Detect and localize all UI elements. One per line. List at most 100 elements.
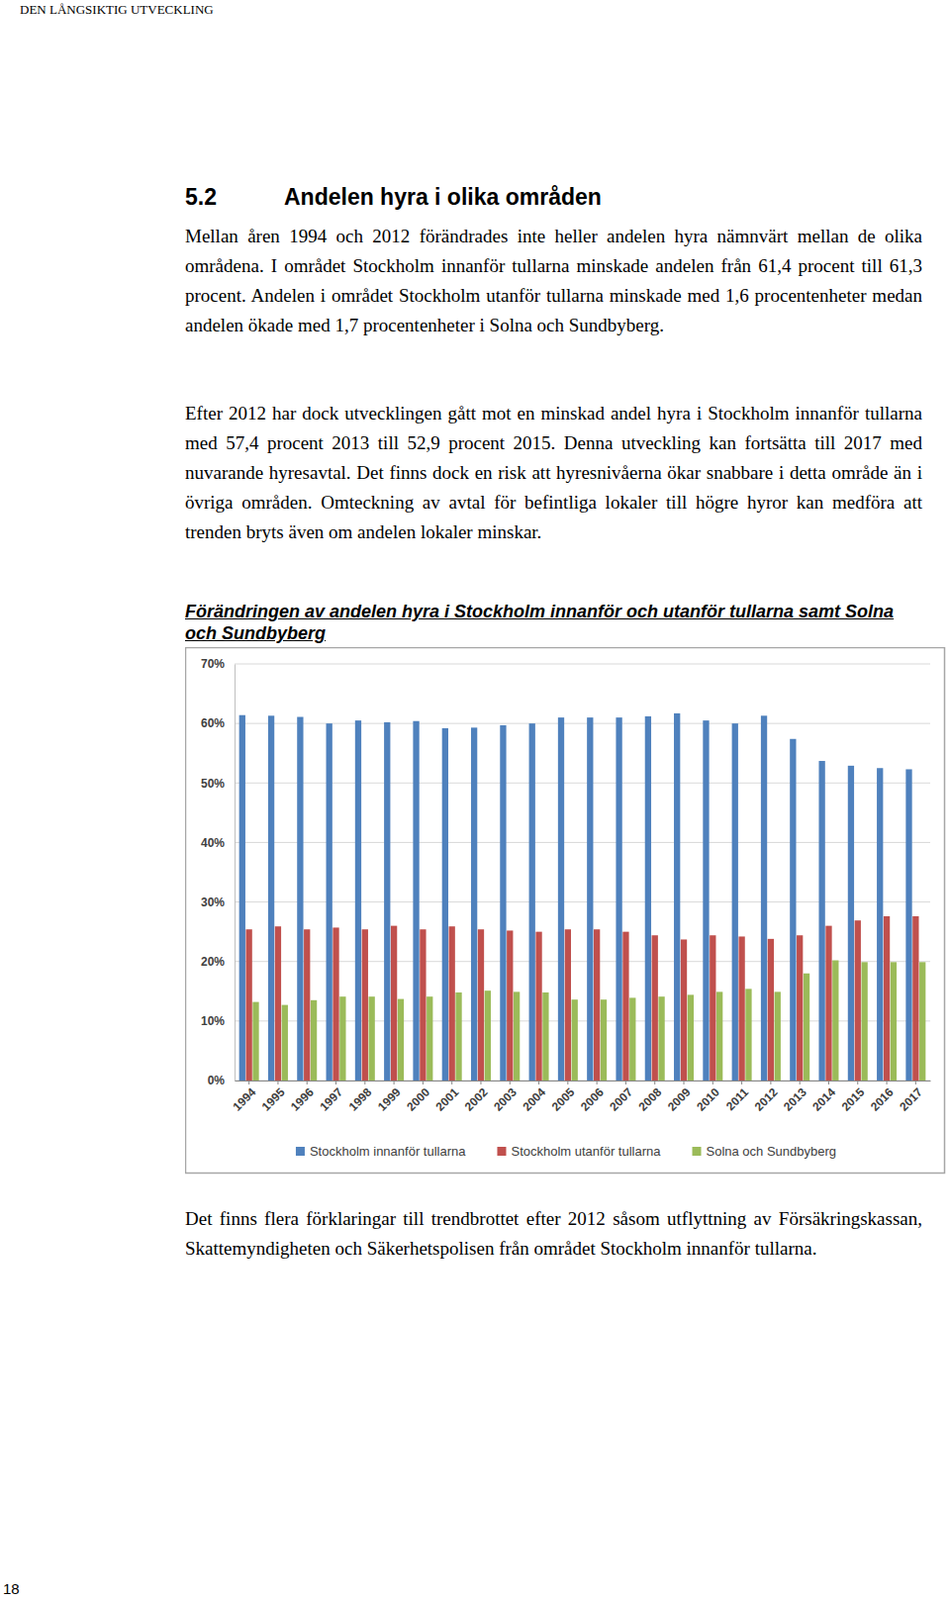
tick-label: 2003 [490,1085,520,1115]
bar [471,727,477,1081]
bar [600,999,607,1081]
tick-mark [567,1080,569,1085]
bar [332,927,339,1081]
bar [825,926,832,1081]
tick-mark [915,1080,917,1085]
tick: 2010 [693,1080,723,1115]
tick-mark [422,1080,424,1085]
bar [390,926,397,1081]
bar [789,739,796,1081]
tick-mark [393,1080,395,1085]
grid-line [234,723,931,725]
page-header: DEN LÅNGSIKTIG UTVECKLING [19,1,214,18]
paragraph: Mellan åren 1994 och 2012 förändrades in… [185,221,923,341]
grid [234,664,931,1081]
bar [687,994,694,1081]
bar [558,717,565,1081]
tick-mark [509,1080,511,1085]
section-number: 5.2 [185,184,217,211]
tick-label: 2002 [462,1085,491,1115]
bar [442,728,449,1081]
tick: 1995 [259,1080,288,1115]
legend-swatch [295,1146,305,1156]
tick-mark [828,1080,830,1085]
bar [326,723,333,1081]
bar [876,767,883,1081]
tick-label: 2007 [606,1085,636,1115]
tick: 1997 [316,1080,346,1115]
bar [622,932,629,1081]
tick-label: 2011 [723,1085,753,1115]
bar [680,939,687,1081]
bar [275,926,282,1081]
tick-label: 50% [200,776,225,791]
bar [832,960,839,1081]
tick-label: 10% [200,1014,225,1029]
tick-mark [306,1080,308,1085]
legend-item: Stockholm utanför tullarna [496,1143,662,1159]
tick-mark [451,1080,453,1085]
tick-mark [683,1080,685,1085]
tick-label: 2015 [839,1085,868,1115]
bar [738,936,745,1081]
y-axis: 0%10%20%30%40%50%60%70% [200,657,236,1088]
tick: 2003 [490,1080,520,1115]
bar [383,722,390,1081]
section-title: Andelen hyra i olika områden [284,184,602,211]
bar [282,1005,288,1081]
bar [745,988,752,1081]
tick: 70% [200,657,235,671]
tick: 2015 [839,1080,868,1115]
tick-mark [654,1080,656,1085]
tick: 2014 [809,1080,839,1115]
tick-label: 1996 [287,1085,317,1115]
legend-label: Solna och Sundbyberg [706,1143,838,1159]
bar [629,997,636,1081]
tick: 30% [200,895,235,910]
bar [245,929,252,1081]
tick-mark [856,1080,858,1085]
bar [426,996,433,1081]
bar [310,1000,317,1081]
bar [919,961,926,1081]
tick-label: 2009 [665,1085,694,1115]
bar [645,716,652,1081]
tick-label: 40% [200,836,225,851]
legend-item: Solna och Sundbyberg [692,1143,838,1159]
tick-label: 20% [200,954,225,969]
legend: Stockholm innanför tullarna Stockholm uta… [295,1143,837,1159]
tick: 2013 [780,1080,810,1115]
bar [848,765,855,1081]
tick-mark [625,1080,627,1085]
tick: 2012 [752,1080,781,1115]
bar [268,715,275,1081]
legend-label: Stockholm innanför tullarna [309,1143,467,1159]
x-axis: 1994199519961997199819992000200120022003… [229,1080,931,1115]
bar [449,926,456,1081]
bars [239,713,927,1081]
tick-label: 2000 [403,1085,433,1115]
bar [652,935,659,1081]
bar [890,961,897,1081]
bar [296,717,303,1081]
tick-label: 2014 [809,1085,839,1115]
bar [252,1002,259,1081]
grid-line [234,664,931,665]
tick: 0% [207,1073,235,1088]
legend-item: Stockholm innanför tullarna [295,1143,467,1159]
grid-line [234,842,931,844]
bar [499,725,506,1081]
tick-label: 2012 [752,1085,781,1115]
bar-series [245,916,919,1081]
bar [477,929,484,1081]
bar [506,930,513,1081]
axis-line [235,1080,932,1082]
tick: 1994 [229,1080,259,1115]
tick-mark [799,1080,801,1085]
tick: 1996 [287,1080,317,1115]
tick-label: 2010 [693,1085,723,1115]
tick: 10% [200,1014,235,1029]
tick: 2017 [896,1080,926,1115]
tick-label: 2017 [896,1085,926,1115]
bar [732,723,739,1081]
